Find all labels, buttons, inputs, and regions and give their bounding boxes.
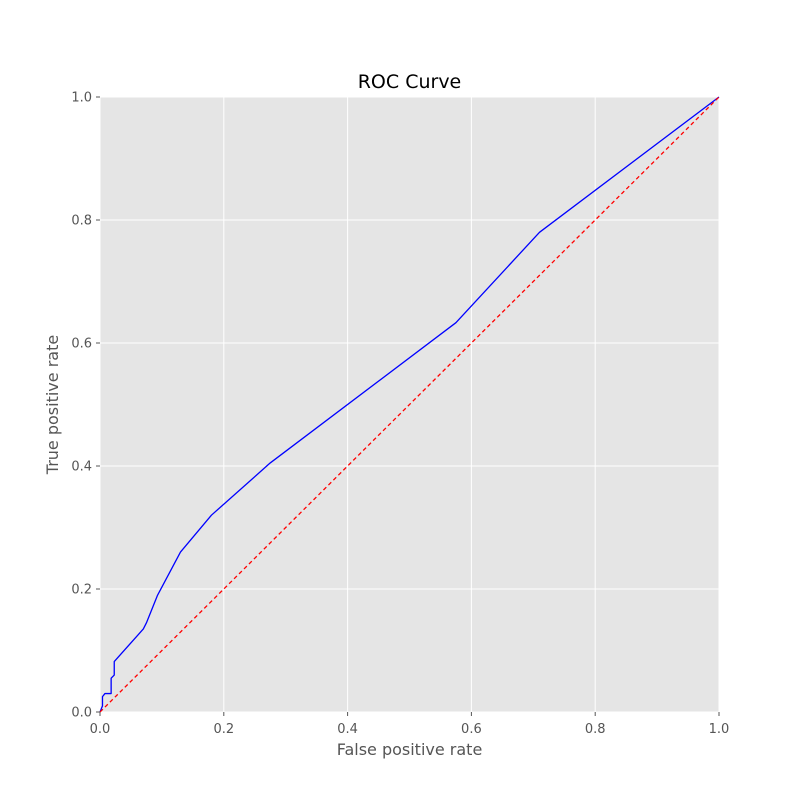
y-tick-label: 0.6: [71, 337, 92, 352]
y-tick-label: 0.2: [71, 583, 92, 598]
x-axis-label: False positive rate: [337, 740, 483, 759]
series-lines: [99, 96, 720, 713]
x-tick-label: 0.6: [461, 722, 482, 737]
x-tick-label: 1.0: [709, 722, 730, 737]
chance-diagonal-line: [99, 96, 720, 713]
y-tick-label: 0.8: [71, 214, 92, 229]
x-tick-label: 0.2: [213, 722, 234, 737]
y-tick-label: 1.0: [71, 91, 92, 106]
x-tick-label: 0.4: [337, 722, 358, 737]
x-tick-label: 0.8: [585, 722, 606, 737]
y-axis-ticks: 0.0 0.2 0.4 0.6 0.8 1.0: [71, 91, 100, 721]
y-tick-label: 0.4: [71, 460, 92, 475]
y-tick-label: 0.0: [71, 706, 92, 721]
x-axis-ticks: 0.0 0.2 0.4 0.6 0.8 1.0: [90, 712, 730, 737]
roc-curve-line: [99, 96, 720, 713]
chart-title: ROC Curve: [358, 71, 462, 93]
x-tick-label: 0.0: [90, 722, 111, 737]
y-axis-label: True positive rate: [43, 335, 62, 475]
